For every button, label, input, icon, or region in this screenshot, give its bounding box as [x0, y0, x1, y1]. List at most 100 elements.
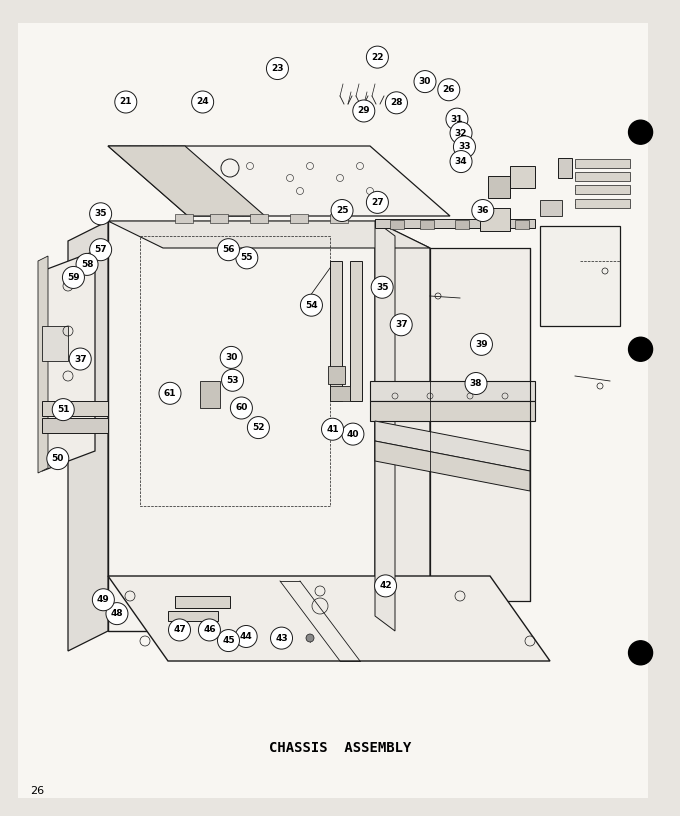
- Polygon shape: [42, 401, 108, 416]
- Circle shape: [92, 589, 114, 610]
- Circle shape: [446, 109, 468, 130]
- Circle shape: [375, 575, 396, 596]
- Circle shape: [90, 239, 112, 260]
- Circle shape: [628, 641, 653, 665]
- Text: 36: 36: [477, 206, 489, 215]
- Text: 37: 37: [395, 320, 407, 330]
- Polygon shape: [488, 176, 510, 198]
- Circle shape: [628, 120, 653, 144]
- Polygon shape: [42, 251, 95, 471]
- Circle shape: [115, 91, 137, 113]
- Text: 44: 44: [240, 632, 252, 641]
- Circle shape: [159, 383, 181, 404]
- Polygon shape: [108, 221, 375, 631]
- Polygon shape: [175, 596, 230, 608]
- Circle shape: [450, 151, 472, 172]
- Polygon shape: [108, 576, 550, 661]
- Bar: [250, 214, 268, 223]
- Circle shape: [353, 100, 375, 122]
- Text: 25: 25: [336, 206, 348, 215]
- Text: 33: 33: [458, 142, 471, 152]
- Circle shape: [231, 397, 252, 419]
- Circle shape: [199, 619, 220, 641]
- Polygon shape: [375, 421, 530, 471]
- Text: 24: 24: [197, 97, 209, 107]
- Polygon shape: [480, 208, 510, 231]
- Circle shape: [465, 373, 487, 394]
- Bar: [390, 220, 404, 229]
- Text: 32: 32: [455, 128, 467, 138]
- Circle shape: [306, 634, 314, 642]
- Text: 45: 45: [222, 636, 235, 645]
- Circle shape: [235, 626, 257, 647]
- Polygon shape: [330, 261, 342, 401]
- Polygon shape: [328, 366, 345, 384]
- Polygon shape: [558, 158, 572, 178]
- Bar: [575, 172, 630, 181]
- Circle shape: [236, 247, 258, 268]
- Text: 21: 21: [120, 97, 132, 107]
- Text: 52: 52: [252, 423, 265, 432]
- Text: 46: 46: [203, 625, 216, 635]
- Circle shape: [342, 424, 364, 445]
- Circle shape: [414, 71, 436, 92]
- Text: 40: 40: [347, 429, 359, 439]
- Circle shape: [90, 203, 112, 224]
- Bar: [210, 214, 228, 223]
- Bar: [330, 214, 348, 223]
- Text: 30: 30: [419, 77, 431, 86]
- Bar: [420, 220, 434, 229]
- Circle shape: [322, 419, 343, 440]
- Circle shape: [301, 295, 322, 316]
- Text: 27: 27: [371, 197, 384, 207]
- Bar: [290, 214, 308, 223]
- Polygon shape: [200, 381, 220, 408]
- Text: 29: 29: [358, 106, 370, 116]
- Text: 26: 26: [443, 85, 455, 95]
- Circle shape: [438, 79, 460, 100]
- Bar: [540, 200, 562, 216]
- Bar: [575, 159, 630, 168]
- Circle shape: [192, 91, 214, 113]
- Circle shape: [472, 200, 494, 221]
- Circle shape: [106, 603, 128, 624]
- Text: 43: 43: [275, 633, 288, 643]
- Circle shape: [271, 628, 292, 649]
- Text: 37: 37: [74, 354, 86, 364]
- Circle shape: [450, 122, 472, 144]
- Circle shape: [628, 337, 653, 361]
- Text: 35: 35: [95, 209, 107, 219]
- Polygon shape: [108, 221, 430, 248]
- Circle shape: [267, 58, 288, 79]
- Circle shape: [390, 314, 412, 335]
- Polygon shape: [330, 386, 350, 401]
- Bar: [515, 220, 529, 229]
- Polygon shape: [430, 248, 530, 601]
- Text: 49: 49: [97, 595, 109, 605]
- Polygon shape: [38, 256, 48, 473]
- Circle shape: [218, 239, 239, 260]
- Text: 60: 60: [235, 403, 248, 413]
- Bar: [575, 199, 630, 208]
- Circle shape: [69, 348, 91, 370]
- Text: 56: 56: [222, 245, 235, 255]
- Text: 50: 50: [52, 454, 64, 463]
- Text: CHASSIS  ASSEMBLY: CHASSIS ASSEMBLY: [269, 741, 411, 755]
- Circle shape: [386, 92, 407, 113]
- Circle shape: [52, 399, 74, 420]
- Circle shape: [367, 192, 388, 213]
- Text: 61: 61: [164, 388, 176, 398]
- Polygon shape: [168, 611, 218, 621]
- Text: 38: 38: [470, 379, 482, 388]
- Polygon shape: [108, 146, 265, 216]
- Circle shape: [47, 448, 69, 469]
- Polygon shape: [375, 221, 395, 631]
- Text: 51: 51: [57, 405, 69, 415]
- Text: 55: 55: [241, 253, 253, 263]
- Polygon shape: [108, 146, 450, 216]
- Text: 35: 35: [376, 282, 388, 292]
- Polygon shape: [350, 261, 362, 401]
- Bar: [455, 220, 469, 229]
- Circle shape: [220, 347, 242, 368]
- Circle shape: [471, 334, 492, 355]
